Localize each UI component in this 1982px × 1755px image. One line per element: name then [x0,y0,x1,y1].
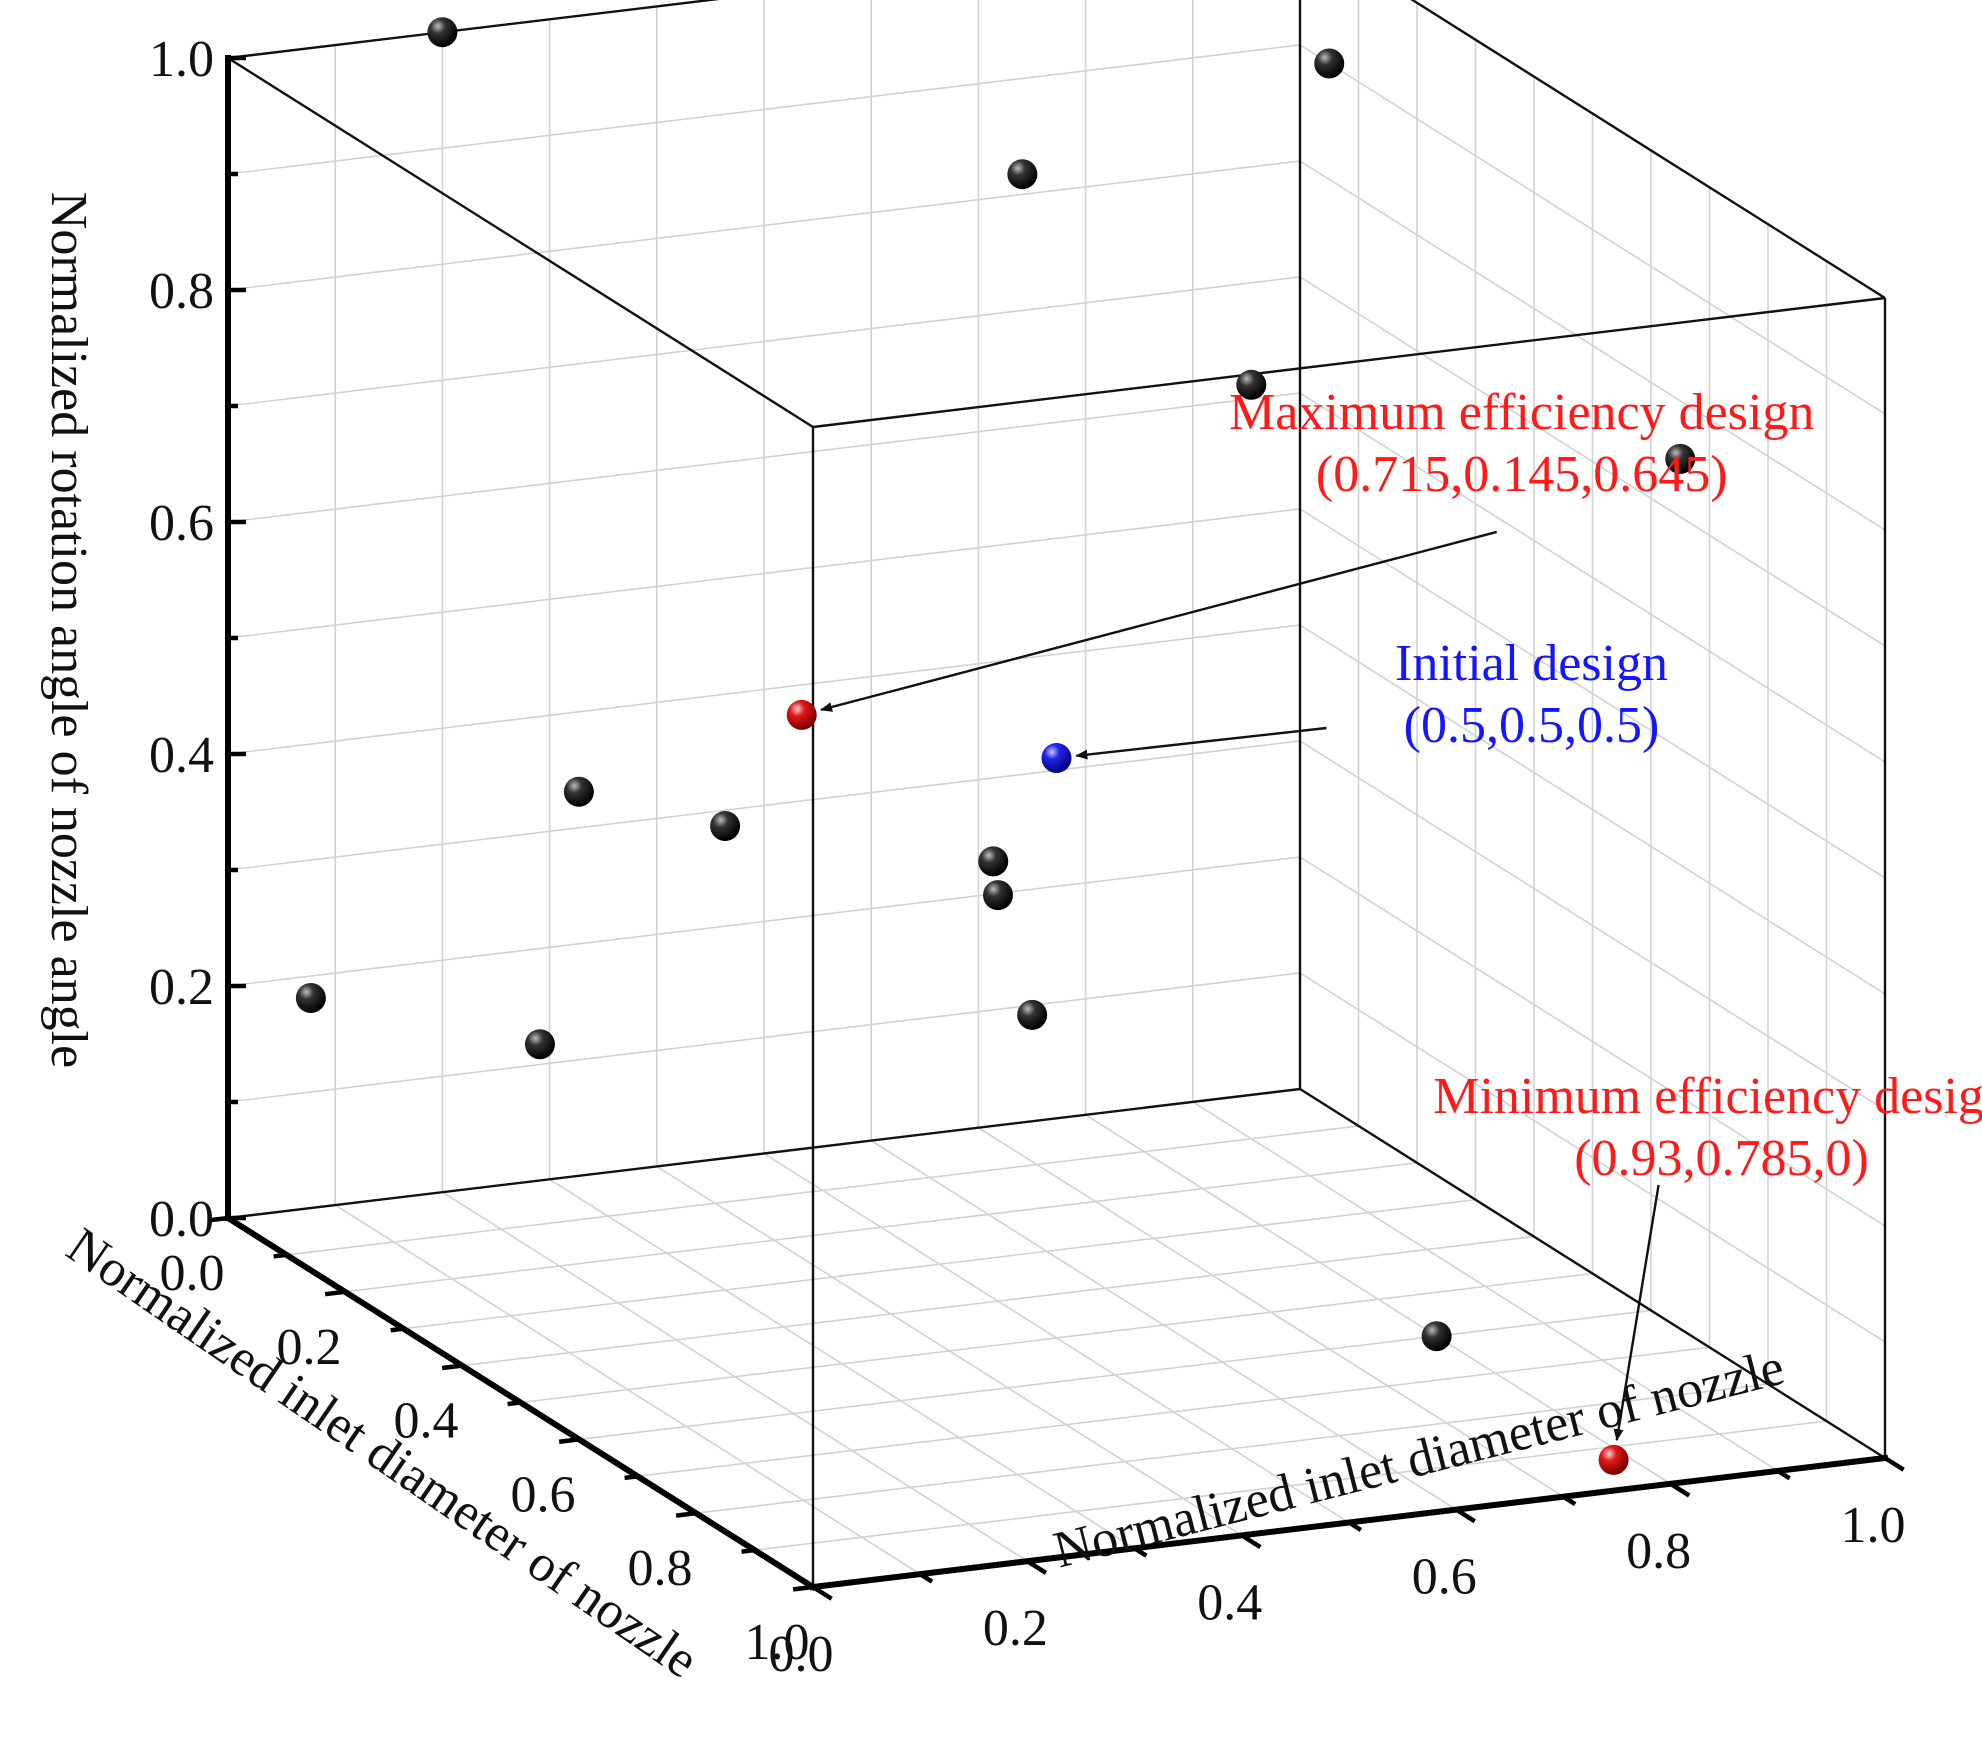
y-tick-label: 0.6 [1412,1549,1477,1606]
wall-grid-line [1299,276,1886,647]
sample-design-point [1665,443,1696,474]
y-tick [1776,1468,1791,1481]
y-tick-label: 1.0 [1841,1497,1906,1554]
sample-design-point [710,811,741,841]
x-tick [624,1474,638,1481]
wall-grid-line [1299,160,1886,531]
z-tick-label: 0.8 [149,263,214,320]
x-axis-title: Normalized inlet diameter of nozzle [57,1217,708,1689]
floor-grid-line [1085,1114,1672,1485]
x-tick [792,1584,814,1592]
y-tick [1240,1533,1262,1550]
optimal-design-point [786,699,817,730]
wall-grid-line [1299,44,1886,415]
x-tick-label: 0.0 [160,1245,225,1302]
floor-grid-line [637,1346,1710,1478]
box-edge [227,1087,1301,1220]
sample-design-point [1421,1321,1452,1352]
sample-design-point [1236,369,1267,400]
y-tick-label: 0.8 [1626,1523,1691,1580]
y-tick-label: 0.2 [983,1600,1048,1657]
x-tick [741,1547,755,1554]
z-tick-label: 0.4 [149,727,214,784]
y-tick [1883,1456,1905,1472]
y-tick [1133,1546,1148,1558]
y-tick-label: 0.4 [1197,1574,1262,1631]
x-tick [675,1510,697,1518]
box-edge [227,0,721,60]
x-tick [324,1289,346,1297]
floor-grid-line [695,1383,1769,1514]
z-tick-label: 1.0 [149,31,214,88]
sample-design-point [427,17,458,48]
annotations: Maximum efficiency design(0.715,0.145,0.… [820,384,1982,1442]
x-tick-label: 1.0 [745,1614,810,1671]
sample-design-point [295,983,326,1013]
x-tick [207,1215,229,1223]
annotation-coords: (0.93,0.785,0) [1574,1130,1869,1187]
floor-grid-line [870,1139,1457,1511]
box-edge [1299,1087,1886,1460]
annotation-coords: (0.5,0.5,0.5) [1404,697,1660,754]
sample-design-point [983,880,1013,911]
floor-grid-line [763,1152,1350,1524]
z-tick-label: 0.0 [149,1191,214,1248]
annotation-title: Maximum efficiency design [1229,384,1814,441]
x-tick [273,1252,287,1259]
wall-grid-line [227,392,1301,523]
sample-design-point [524,1029,555,1060]
optimal-design-point [1598,1444,1629,1475]
annotation-arrow [1613,1184,1660,1442]
y-tick [1562,1494,1577,1507]
y-tick [1026,1559,1048,1575]
x-tick-label: 0.4 [394,1393,459,1450]
y-tick [918,1572,934,1584]
initial-design-point [1041,743,1072,773]
y-tick-label: 0.0 [769,1626,834,1683]
wall-grid-line [227,508,1301,639]
x-tick-label: 0.2 [277,1319,342,1376]
annotation-arrow [820,530,1498,712]
wall-grid-line [227,44,1301,175]
y-tick [1669,1481,1691,1498]
wall-grid-line [227,160,1301,291]
y-tick [811,1585,833,1601]
sample-design-point [1017,999,1048,1030]
x-tick [441,1363,463,1371]
annotation-arrow [1075,726,1327,760]
sample-design-point [563,776,594,807]
annotation-title: Initial design [1395,635,1668,692]
data-points [295,17,1696,1475]
box-edge [227,56,814,429]
annotation-title: Minimum efficiency design [1433,1068,1982,1125]
x-tick [558,1437,580,1445]
annotation-coords: (0.715,0.145,0.645) [1316,446,1728,503]
x-tick-label: 0.6 [511,1466,576,1523]
wall-grid-line [227,276,1301,407]
x-tick-label: 0.8 [628,1540,693,1597]
axes: 0.00.20.40.60.81.00.00.20.40.60.81.00.0 0… [149,31,1906,1683]
plot-box [227,0,1887,1587]
x-tick [390,1326,404,1333]
floor-grid-line [754,1420,1827,1551]
box-edge [812,296,1886,429]
floor-grid-line [977,1127,1564,1498]
z-axis-title: Normalized rotation angle of nozzle angl… [40,192,97,1068]
z-tick-label: 0.2 [149,959,214,1016]
sample-design-point [978,846,1009,877]
z-tick-label: 0.6 [149,495,214,552]
y-tick [1454,1507,1477,1524]
floor-grid-line [1192,1101,1779,1472]
x-tick [507,1400,521,1407]
wall-grid-line [1299,508,1886,879]
floor-grid-line [578,1309,1652,1441]
box-edge [1410,0,1886,300]
wall-grid-line [1299,392,1886,763]
grid-lines [227,0,1886,1575]
y-tick [1347,1520,1363,1532]
sample-design-point [1007,159,1038,190]
sample-design-point [1314,48,1345,79]
